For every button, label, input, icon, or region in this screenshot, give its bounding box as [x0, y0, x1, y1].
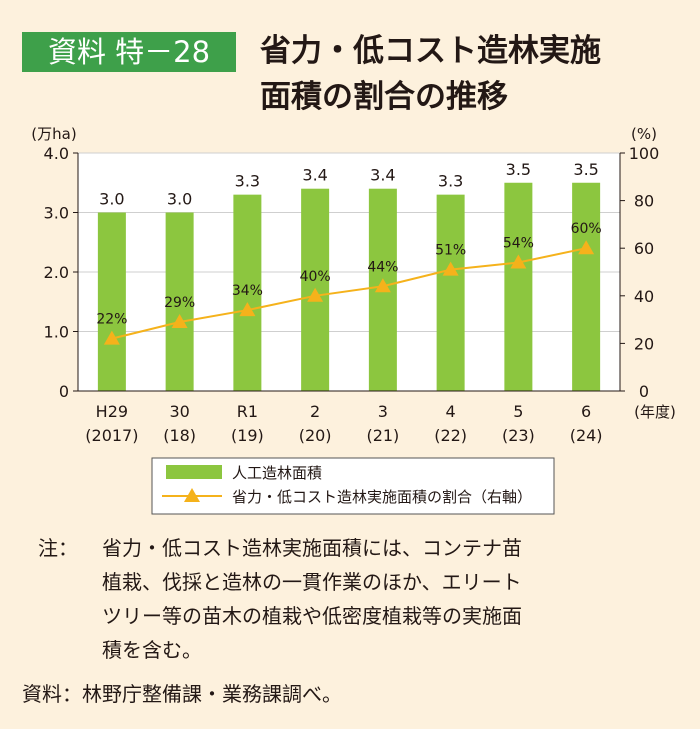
legend-bar-label: 人工造林面積: [232, 464, 322, 482]
bar-data-label: 3.3: [235, 172, 260, 191]
line-data-label: 22%: [96, 312, 127, 328]
x-tick-label: R1: [237, 402, 258, 421]
y-right-tick-label: 20: [634, 334, 654, 353]
x-tick-sublabel: (21): [366, 426, 399, 445]
line-data-label: 34%: [232, 283, 263, 299]
line-data-label: 40%: [300, 269, 331, 285]
x-tick-sublabel: (24): [570, 426, 603, 445]
bar-data-label: 3.0: [167, 190, 192, 209]
x-tick-sublabel: (2017): [85, 426, 138, 445]
x-tick-label: 6: [581, 402, 591, 421]
figure-title-line-1: 省力・低コスト造林実施: [260, 33, 601, 69]
legend-line-label: 省力・低コスト造林実施面積の割合（右軸）: [232, 488, 532, 506]
x-tick-sublabel: (23): [502, 426, 535, 445]
note-line-3: ツリー等の苗木の植栽や低密度植栽等の実施面: [102, 604, 522, 628]
figure-title-line-2: 面積の割合の推移: [260, 79, 508, 115]
y-left-tick-label: 4.0: [44, 144, 69, 163]
x-tick-label: H29: [96, 402, 128, 421]
y-right-tick-label: 100: [629, 144, 660, 163]
bar-data-label: 3.3: [438, 172, 463, 191]
line-point-marker: [171, 313, 188, 328]
bar: [504, 182, 533, 391]
y-left-tick-label: 3.0: [44, 204, 69, 223]
note: 注： 省力・低コスト造林実施面積には、コンテナ苗 植栽、伐採と造林の一貫作業のほ…: [38, 531, 678, 667]
bar-data-label: 3.0: [99, 190, 124, 209]
y-right-tick-label: 80: [634, 192, 654, 211]
line-data-label: 60%: [571, 221, 602, 237]
figure-number-badge: 資料 特－28: [22, 32, 236, 72]
bar-data-label: 3.4: [370, 166, 395, 185]
x-tick-sublabel: (22): [434, 426, 467, 445]
line-data-label: 54%: [503, 235, 534, 251]
y-left-tick-label: 0: [59, 382, 69, 401]
line-point-marker: [374, 278, 391, 293]
note-line-4: 積を含む。: [102, 638, 202, 662]
figure-title: 省力・低コスト造林実施 面積の割合の推移: [260, 28, 690, 120]
line-point-marker: [442, 261, 459, 276]
line-point-marker: [239, 302, 256, 317]
line-data-label: 29%: [164, 295, 195, 311]
y-right-unit: (%): [631, 125, 657, 143]
y-left-unit: (万ha): [31, 125, 76, 143]
bar: [572, 182, 601, 391]
bar-data-label: 3.5: [573, 160, 598, 179]
source: 資料：林野庁整備課・業務課調べ。: [22, 682, 342, 706]
y-right-tick-label: 60: [634, 239, 654, 258]
note-prefix: 注：: [38, 536, 78, 560]
legend-bar-swatch: [166, 465, 222, 479]
y-right-tick-label: 0: [639, 382, 649, 401]
line-data-label: 51%: [435, 243, 466, 259]
x-tick-sublabel: (19): [231, 426, 264, 445]
y-left-tick-label: 1.0: [44, 323, 69, 342]
bar: [436, 194, 465, 391]
x-tick-label: 4: [446, 402, 456, 421]
x-tick-sublabel: (20): [299, 426, 332, 445]
bar-data-label: 3.5: [506, 160, 531, 179]
y-right-tick-label: 40: [634, 287, 654, 306]
x-tick-label: 30: [169, 402, 189, 421]
line-data-label: 44%: [367, 259, 398, 275]
bar: [165, 212, 194, 391]
x-unit: (年度): [634, 403, 676, 421]
bar: [97, 212, 126, 391]
bar: [233, 194, 262, 391]
x-tick-label: 2: [310, 402, 320, 421]
legend-line-marker: [184, 488, 200, 502]
x-tick-label: 3: [378, 402, 388, 421]
line-point-marker: [307, 287, 324, 302]
line-point-marker: [578, 240, 595, 255]
line-point-marker: [103, 330, 120, 345]
line-point-marker: [510, 254, 527, 269]
x-tick-label: 5: [513, 402, 523, 421]
bar-data-label: 3.4: [302, 166, 327, 185]
chart: 3.0 3.0 3.3 3.4 3.4 3.3 3.5 3.5 22% 29% 34% 40% 44%…: [31, 125, 676, 515]
note-line-1: 省力・低コスト造林実施面積には、コンテナ苗: [102, 536, 522, 560]
y-left-tick-label: 2.0: [44, 263, 69, 282]
x-tick-sublabel: (18): [163, 426, 196, 445]
note-line-2: 植栽、伐採と造林の一貫作業のほか、エリート: [102, 570, 522, 594]
line-series: [111, 247, 587, 340]
